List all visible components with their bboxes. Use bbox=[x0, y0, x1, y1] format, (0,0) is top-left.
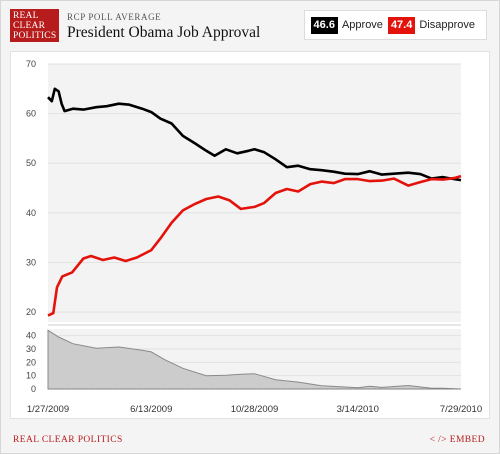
spread-y-tick-label: 20 bbox=[26, 357, 36, 367]
x-tick-label: 10/28/2009 bbox=[231, 404, 279, 415]
x-tick-label: 6/13/2009 bbox=[130, 404, 172, 415]
embed-link[interactable]: < /> EMBED bbox=[429, 435, 485, 445]
y-tick-label: 30 bbox=[26, 257, 36, 267]
y-tick-label: 20 bbox=[26, 307, 36, 317]
approve-legend-label: Approve bbox=[341, 19, 383, 31]
spread-area bbox=[47, 329, 462, 390]
disapprove-legend-label: Disapprove bbox=[419, 19, 475, 31]
disapprove-series-line bbox=[47, 174, 462, 317]
approve-value-badge: 46.6 bbox=[310, 16, 338, 34]
chart-title: President Obama Job Approval bbox=[67, 24, 261, 41]
logo-line: REAL bbox=[13, 11, 39, 21]
spread-y-tick-label: 0 bbox=[31, 384, 36, 394]
spread-y-tick-label: 30 bbox=[26, 344, 36, 354]
chart-kicker: RCP POLL AVERAGE bbox=[67, 12, 162, 22]
approve-series-line bbox=[47, 87, 462, 182]
footer-brand-link[interactable]: REAL CLEAR POLITICS bbox=[13, 435, 123, 445]
y-tick-label: 60 bbox=[26, 109, 36, 119]
chart-legend: 46.6 Approve 47.4 Disapprove bbox=[303, 10, 487, 40]
widget-header: REAL CLEAR POLITICS RCP POLL AVERAGE Pre… bbox=[1, 1, 499, 47]
y-tick-label: 40 bbox=[26, 208, 36, 218]
chart-panel: 20 30 40 50 60 70 0 10 20 30 40 1/27/2009 6/13/2009 1… bbox=[10, 51, 490, 419]
chart-svg: 20 30 40 50 60 70 0 10 20 30 40 1/27/2009 6/13/2009 1… bbox=[26, 59, 482, 415]
x-tick-label: 1/27/2009 bbox=[27, 404, 69, 415]
y-tick-label: 50 bbox=[26, 158, 36, 168]
y-tick-label: 70 bbox=[26, 59, 36, 69]
logo-line: POLITICS bbox=[13, 31, 57, 41]
spread-y-tick-label: 40 bbox=[26, 331, 36, 341]
disapprove-value-badge: 47.4 bbox=[387, 16, 416, 34]
main-plot-area bbox=[48, 64, 461, 322]
logo-line: CLEAR bbox=[13, 21, 46, 31]
x-tick-label: 7/29/2010 bbox=[440, 404, 482, 415]
x-tick-label: 3/14/2010 bbox=[337, 404, 379, 415]
rcp-logo[interactable]: REAL CLEAR POLITICS bbox=[10, 9, 59, 42]
spread-y-tick-label: 10 bbox=[26, 371, 36, 381]
